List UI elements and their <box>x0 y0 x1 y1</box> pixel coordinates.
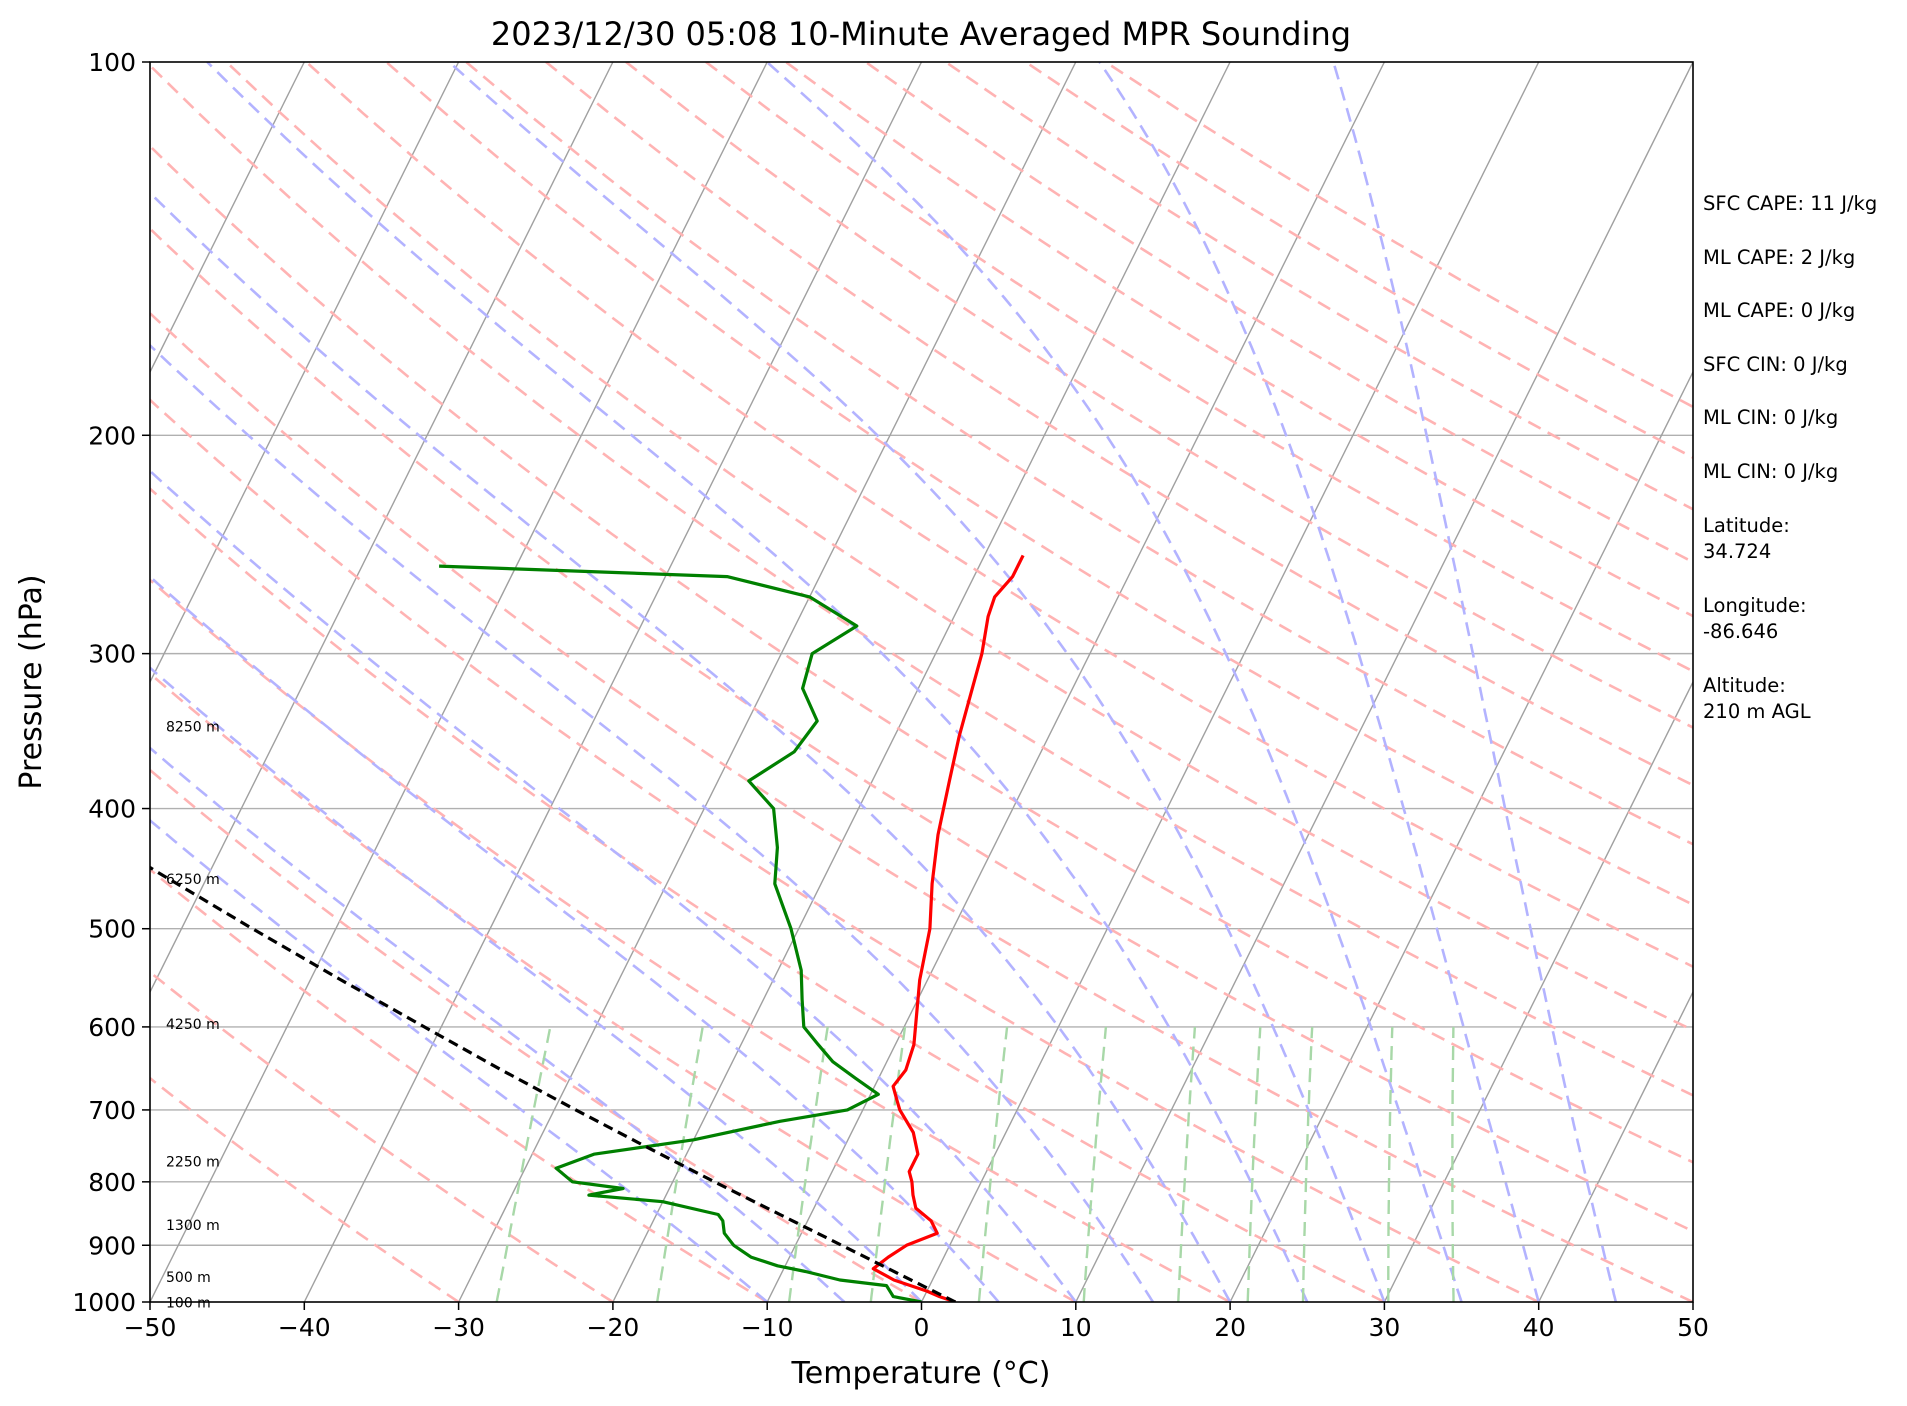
info-altitude-label: Altitude: <box>1703 674 1786 697</box>
isotherm-line <box>920 62 1540 1302</box>
y-tick-label: 100 <box>88 48 136 77</box>
y-tick-label: 700 <box>88 1096 136 1125</box>
x-tick-label: 10 <box>1060 1313 1092 1342</box>
x-tick-label: −40 <box>278 1313 331 1342</box>
mixing-ratio-line <box>787 1026 829 1302</box>
mixing-ratio-line <box>1301 1026 1314 1302</box>
y-axis: 100 200 300 400 500 600 700 800 900 1000 <box>72 48 150 1317</box>
info-ml-cin-2: ML CIN: 0 J/kg <box>1703 460 1838 483</box>
info-longitude-label: Longitude: <box>1703 594 1807 617</box>
x-tick-label: −50 <box>124 1313 177 1342</box>
x-tick-label: −30 <box>432 1313 485 1342</box>
moist-adiabat <box>150 575 1000 1302</box>
info-altitude-value: 210 m AGL <box>1703 700 1811 723</box>
dry-adiabat <box>150 226 1693 1233</box>
dry-adiabat <box>150 970 614 1302</box>
y-tick-label: 800 <box>88 1168 136 1197</box>
x-axis-label: Temperature (°C) <box>791 1356 1051 1391</box>
height-label: 4250 m <box>166 1017 220 1033</box>
y-tick-label: 900 <box>88 1231 136 1260</box>
height-label: 100 m <box>166 1296 211 1312</box>
moist-adiabat <box>150 469 1077 1302</box>
mixing-ratio-line <box>495 1026 552 1302</box>
height-label: 500 m <box>166 1270 211 1286</box>
info-latitude-value: 34.724 <box>1703 540 1771 563</box>
moist-adiabat <box>150 818 769 1302</box>
isotherm-line <box>457 62 1077 1302</box>
isotherm-line <box>1229 370 1693 1302</box>
isotherm-line <box>1075 62 1693 1302</box>
dry-adiabat <box>625 62 1693 729</box>
x-tick-label: 0 <box>914 1313 930 1342</box>
isotherm-line <box>612 62 1231 1302</box>
dry-adiabat <box>150 768 923 1302</box>
x-tick-label: 20 <box>1214 1313 1246 1342</box>
isotherm-line <box>1538 990 1693 1302</box>
height-label: 6250 m <box>166 872 220 888</box>
info-panel: SFC CAPE: 11 J/kg ML CAPE: 2 J/kg ML CAP… <box>1703 192 1877 723</box>
moist-adiabat <box>150 191 1232 1302</box>
dry-adiabat <box>864 62 1693 564</box>
dry-adiabat <box>785 62 1693 618</box>
dry-adiabat <box>705 62 1693 673</box>
mixing-ratio-line <box>869 1026 907 1302</box>
mixing-ratio-line <box>977 1026 1009 1302</box>
moist-adiabat <box>766 62 1463 1302</box>
height-label: 8250 m <box>166 719 220 735</box>
moist-adiabat <box>150 746 846 1302</box>
mixing-ratio-line <box>1082 1026 1108 1302</box>
height-labels: 8250 m 6250 m 4250 m 2250 m 1300 m 500 m 100 m <box>166 719 220 1311</box>
temperature-line <box>871 554 1025 1302</box>
dry-adiabat <box>150 867 768 1302</box>
background-lines <box>150 62 1693 1302</box>
y-tick-label: 400 <box>88 795 136 824</box>
height-label: 2250 m <box>166 1155 220 1171</box>
x-tick-label: −20 <box>587 1313 640 1342</box>
mixing-ratio-line <box>1177 1026 1197 1302</box>
isotherm-line <box>150 62 305 374</box>
mixing-ratio-line <box>1246 1026 1262 1302</box>
x-tick-label: 40 <box>1523 1313 1555 1342</box>
info-sfc-cape: SFC CAPE: 11 J/kg <box>1703 192 1877 215</box>
dry-adiabat <box>150 578 1231 1302</box>
info-latitude-label: Latitude: <box>1703 514 1790 537</box>
mixing-ratio-line <box>1387 1026 1394 1302</box>
y-tick-label: 200 <box>88 421 136 450</box>
dry-adiabat <box>150 311 1693 1302</box>
mixing-ratio-line <box>656 1026 704 1302</box>
y-tick-label: 300 <box>88 640 136 669</box>
y-tick-label: 500 <box>88 915 136 944</box>
isotherm-line <box>150 62 614 994</box>
info-ml-cape-2: ML CAPE: 0 J/kg <box>1703 299 1855 322</box>
x-tick-label: 30 <box>1368 1313 1400 1342</box>
moist-adiabat <box>1098 62 1540 1302</box>
moist-adiabat <box>448 62 1386 1302</box>
y-tick-label: 1000 <box>72 1288 136 1317</box>
isotherm-line <box>150 62 460 684</box>
isotherm-line <box>766 62 1386 1302</box>
sounding-traces <box>150 554 1025 1302</box>
height-label: 1300 m <box>166 1218 220 1234</box>
info-ml-cape-1: ML CAPE: 2 J/kg <box>1703 246 1855 269</box>
info-ml-cin-1: ML CIN: 0 J/kg <box>1703 406 1838 429</box>
y-axis-label: Pressure (hPa) <box>14 574 49 789</box>
isotherm-line <box>1383 680 1693 1302</box>
x-tick-label: 50 <box>1677 1313 1709 1342</box>
mixing-ratio-line <box>1451 1026 1455 1302</box>
chart-title: 2023/12/30 05:08 10-Minute Averaged MPR … <box>491 15 1351 53</box>
info-longitude-value: -86.646 <box>1703 620 1778 643</box>
parcel-line <box>150 865 957 1302</box>
y-tick-label: 600 <box>88 1013 136 1042</box>
moist-adiabat <box>1332 62 1618 1302</box>
info-sfc-cin: SFC CIN: 0 J/kg <box>1703 353 1848 376</box>
dewpoint-line <box>439 564 922 1302</box>
x-axis: −50 −40 −30 −20 −10 0 10 20 30 40 50 <box>124 1302 1709 1342</box>
isotherm-line <box>150 62 768 1302</box>
moist-adiabat <box>206 62 1309 1302</box>
x-tick-label: −10 <box>741 1313 794 1342</box>
